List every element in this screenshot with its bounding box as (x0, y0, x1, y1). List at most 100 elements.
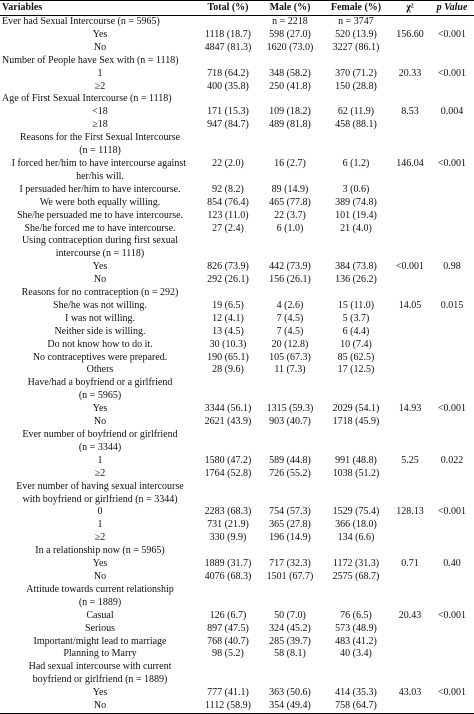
cell-total (198, 235, 258, 248)
row-label: ≥2 (94, 532, 106, 544)
cell-chi-square (390, 81, 430, 94)
row-label: Yes (92, 28, 108, 40)
cell-chi-square (390, 210, 430, 223)
cell-female: 2029 (54.1) (332, 403, 380, 415)
cell-chi-square (390, 16, 430, 29)
cell-p-value (430, 55, 474, 68)
cell-p-value (430, 197, 474, 210)
row-label: Had sexual intercourse with current (28, 661, 172, 673)
cell-male: 442 (73.9) (269, 261, 311, 273)
cell-total (198, 545, 258, 558)
table-row: with boyfriend or girlfriend (n = 3344) (0, 494, 474, 507)
cell-female: 5 (3.7) (342, 312, 370, 324)
row-label: Casual (86, 609, 114, 621)
table-row: Age of First Sexual Intercourse (n = 111… (0, 93, 474, 106)
cell-total: 19 (6.5) (212, 299, 244, 311)
table-row: She/he was not willing. 19 (6.5) 4 (2.6) 15… (0, 300, 474, 313)
cell-male (258, 584, 322, 597)
table-row: Serious 897 (47.5) 324 (45.2) 573 (48.9) (0, 623, 474, 636)
cell-male: 58 (8.1) (274, 648, 306, 660)
cell-chi-square (390, 494, 430, 507)
cell-male (258, 93, 322, 106)
cell-chi-square (390, 274, 430, 287)
cell-male: 89 (14.9) (271, 183, 309, 195)
row-label: Ever number of boyfriend or girlfriend (22, 429, 178, 440)
cell-male: 16 (2.7) (274, 157, 306, 169)
cell-p-value (430, 648, 474, 661)
cell-p-value (430, 571, 474, 584)
cell-total: 2621 (43.9) (204, 416, 252, 428)
cell-p-value (430, 416, 474, 429)
cell-total: 292 (26.1) (207, 274, 249, 286)
cell-p-value (430, 145, 474, 158)
cell-total (198, 661, 258, 674)
cell-female: 15 (11.0) (337, 299, 375, 311)
cell-chi-square (390, 364, 430, 377)
cell-chi-square (390, 623, 430, 636)
cell-total: 1580 (47.2) (204, 454, 252, 466)
cell-female: n = 3747 (338, 16, 374, 27)
cell-male: 354 (49.4) (269, 700, 311, 712)
cell-total: 123 (11.0) (207, 209, 249, 221)
cell-chi-square (390, 326, 430, 339)
cell-male: 250 (41.8) (269, 80, 311, 92)
cell-p-value (430, 339, 474, 352)
cell-total: 768 (40.7) (207, 635, 249, 647)
cell-chi-square (390, 145, 430, 158)
cell-total: 171 (15.3) (207, 106, 249, 118)
table-row: her/his will. (0, 171, 474, 184)
cell-total: 731 (21.9) (207, 519, 249, 531)
row-label: (n = 5965) (78, 390, 122, 402)
cell-female: 458 (88.1) (335, 119, 377, 131)
table-row: No contraceptives were prepared. 190 (65.… (0, 352, 474, 365)
row-label: Planning to Marry (63, 648, 137, 660)
cell-chi-square (390, 93, 430, 106)
table-row: (n = 5965) (0, 390, 474, 403)
cell-male: 754 (57.3) (269, 506, 311, 518)
cell-total: 2283 (68.3) (204, 506, 252, 518)
cell-total: 12 (4.1) (212, 312, 244, 324)
cell-p-value (430, 352, 474, 365)
cell-female (322, 93, 390, 106)
cell-p-value (430, 442, 474, 455)
cell-total: 27 (2.4) (212, 222, 244, 234)
table-body: Ever had Sexual Intercourse (n = 5965) n … (0, 16, 474, 714)
cell-female (322, 248, 390, 261)
cell-chi-square: 146.04 (396, 157, 424, 169)
cell-chi-square: 20.33 (398, 67, 422, 79)
cell-total (198, 287, 258, 300)
cell-female: 21 (4.0) (340, 222, 372, 234)
row-label: (n = 3344) (78, 441, 122, 453)
cell-female: 520 (13.9) (335, 28, 377, 40)
cell-male: 285 (39.7) (269, 635, 311, 647)
cell-female: 758 (64.7) (335, 700, 377, 712)
cell-female (322, 287, 390, 300)
cell-p-value (430, 481, 474, 494)
cell-male (258, 132, 322, 145)
cell-p-value: <0.001 (437, 403, 467, 415)
row-label: 1 (97, 67, 103, 79)
cell-p-value (430, 16, 474, 29)
table-row: 1 731 (21.9) 365 (27.8) 366 (18.0) (0, 519, 474, 532)
cell-total: 13 (4.5) (212, 325, 244, 337)
table-row: Have/had a boyfriend or a girlfriend (0, 377, 474, 390)
cell-total (198, 145, 258, 158)
table-row: I forced her/him to have intercourse aga… (0, 158, 474, 171)
table-row: Attitude towards current relationship (0, 584, 474, 597)
cell-p-value: <0.001 (437, 67, 467, 79)
cell-chi-square (390, 313, 430, 326)
cell-total (198, 597, 258, 610)
cell-chi-square (390, 287, 430, 300)
cell-p-value: <0.001 (437, 687, 467, 699)
cell-total (198, 429, 258, 442)
cell-chi-square (390, 132, 430, 145)
cell-p-value: 0.98 (443, 261, 461, 273)
cell-p-value (430, 674, 474, 687)
cell-p-value (430, 132, 474, 145)
cell-female: 17 (12.5) (337, 364, 375, 376)
cell-female: 3227 (86.1) (332, 41, 380, 53)
cell-total: 400 (35.8) (207, 80, 249, 92)
cell-chi-square (390, 416, 430, 429)
cell-chi-square: 0.71 (401, 558, 419, 570)
cell-chi-square: 8.53 (401, 106, 419, 118)
